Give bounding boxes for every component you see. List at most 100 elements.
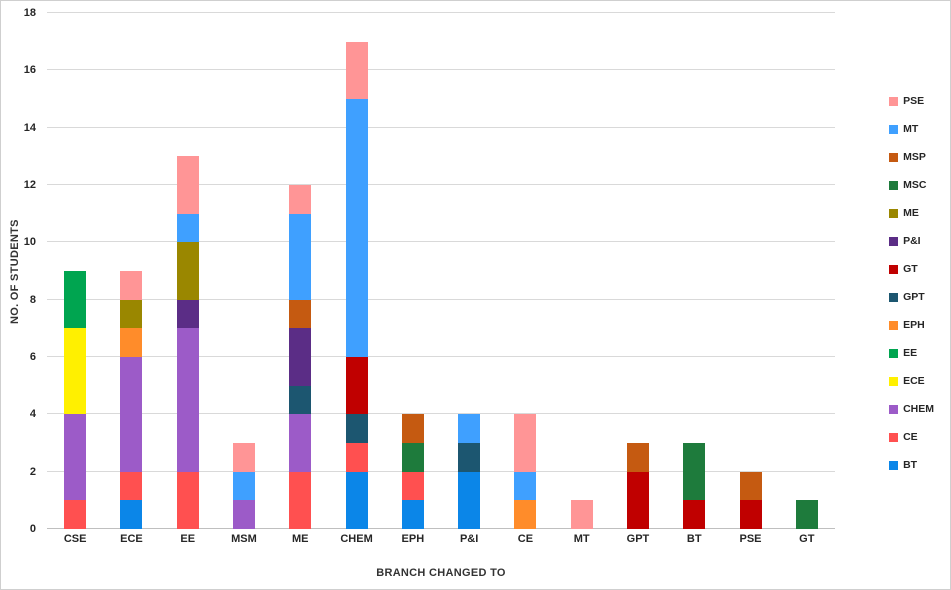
y-tick-label: 16 — [23, 64, 36, 77]
legend-label: CHEM — [903, 403, 934, 415]
legend-item-BT: BT — [889, 460, 934, 471]
gridline — [47, 356, 835, 357]
bar-segment-GPT — [289, 385, 312, 415]
category-slot — [328, 13, 384, 529]
gridline — [47, 241, 835, 243]
bar-segment-EPH — [120, 328, 143, 358]
bar-segment-PSE — [514, 414, 537, 472]
bar-segment-PSE — [345, 41, 368, 100]
bar-segment-BT — [345, 471, 368, 529]
bar-segment-MT — [176, 213, 199, 243]
legend: PSE MT MSP MSC ME P&I GT GPT EPH EE ECE CHEM CE BT — [889, 96, 934, 471]
x-tick-label: P&I — [459, 533, 479, 545]
x-tick-label: GT — [799, 533, 815, 545]
legend-item-ECE: ECE — [889, 376, 934, 387]
x-tick-label: EPH — [401, 533, 425, 545]
category-slot — [385, 13, 441, 529]
bar-segment-P&I — [176, 299, 199, 329]
bar-segment-MSP — [739, 471, 762, 501]
category-slot — [779, 13, 835, 529]
stacked-bar-EE — [176, 13, 199, 529]
bar-segment-MT — [514, 471, 537, 501]
stacked-bar-P&I — [458, 13, 481, 529]
bar-segment-MSP — [626, 443, 649, 472]
bar-segment-CHEM — [289, 414, 312, 472]
stacked-bar-CE — [514, 13, 537, 529]
category-slot — [497, 13, 553, 529]
legend-swatch — [889, 377, 899, 386]
x-tick-label: ECE — [120, 533, 143, 545]
legend-label: MSP — [903, 151, 926, 163]
x-tick-label: GPT — [626, 533, 650, 545]
legend-label: GT — [903, 263, 918, 275]
bar-segment-MSC — [683, 443, 706, 501]
legend-item-CE: CE — [889, 432, 934, 443]
bar-segment-CHEM — [176, 328, 199, 472]
bar-segment-MT — [345, 99, 368, 358]
legend-label: ME — [903, 207, 919, 219]
x-tick-label: BT — [686, 533, 702, 545]
bar-segment-MSC — [795, 500, 818, 529]
bar-segment-BT — [401, 500, 424, 529]
bar-segment-PSE — [176, 156, 199, 214]
legend-swatch — [889, 181, 899, 190]
bar-segment-BT — [120, 500, 143, 529]
category-slot — [554, 13, 610, 529]
bar-segment-MSP — [401, 414, 424, 444]
legend-item-GT: GT — [889, 264, 934, 275]
stacked-bar-BT — [683, 13, 706, 529]
bar-segment-ME — [120, 299, 143, 329]
legend-item-MSC: MSC — [889, 180, 934, 191]
stacked-bar-PSE — [739, 13, 762, 529]
gridline — [47, 184, 835, 185]
category-slot — [216, 13, 272, 529]
bar-segment-CE — [289, 471, 312, 529]
legend-swatch — [889, 97, 899, 106]
legend-item-CHEM: CHEM — [889, 404, 934, 415]
legend-label: PSE — [903, 95, 925, 107]
bar-segment-CE — [345, 443, 368, 472]
legend-swatch — [889, 237, 899, 246]
stacked-bar-GPT — [626, 13, 649, 529]
category-slot — [160, 13, 216, 529]
x-tick-label: MSM — [231, 533, 257, 545]
bar-segment-MT — [458, 414, 481, 444]
y-tick-label: 18 — [23, 7, 36, 19]
y-axis-labels: 0 2 4 6 8 10 12 14 16 18 — [1, 7, 43, 535]
bar-segment-MT — [232, 471, 255, 501]
y-tick-label: 2 — [29, 465, 36, 478]
bar-segment-EPH — [514, 500, 537, 529]
legend-label: BT — [903, 459, 918, 471]
gridline — [47, 69, 835, 71]
legend-swatch — [889, 209, 899, 218]
x-tick-label: EE — [180, 533, 196, 545]
bar-segment-ECE — [64, 328, 87, 415]
legend-label: MT — [903, 123, 919, 135]
bar-segment-CHEM — [120, 357, 143, 472]
legend-label: GPT — [903, 291, 925, 303]
legend-label: P&I — [903, 235, 921, 247]
legend-swatch — [889, 405, 899, 414]
bar-segment-GPT — [458, 443, 481, 472]
category-slot — [666, 13, 722, 529]
bar-segment-EE — [64, 271, 87, 329]
bars — [47, 13, 835, 529]
y-tick-label: 6 — [29, 351, 36, 364]
bar-segment-CE — [120, 471, 143, 501]
legend-item-ME: ME — [889, 208, 934, 219]
bar-segment-GT — [683, 500, 706, 529]
legend-swatch — [889, 461, 899, 470]
bar-segment-PSE — [232, 443, 255, 472]
stacked-bar-EPH — [401, 13, 424, 529]
gridline — [47, 298, 835, 300]
bar-segment-CE — [176, 471, 199, 529]
bar-segment-P&I — [289, 328, 312, 386]
x-tick-label: CSE — [63, 533, 87, 545]
stacked-bar-ME — [289, 13, 312, 529]
y-tick-label: 8 — [29, 293, 36, 306]
legend-item-MSP: MSP — [889, 152, 934, 163]
legend-item-P&I: P&I — [889, 236, 934, 247]
stacked-bar-CHEM — [345, 13, 368, 529]
y-tick-label: 4 — [29, 408, 36, 421]
